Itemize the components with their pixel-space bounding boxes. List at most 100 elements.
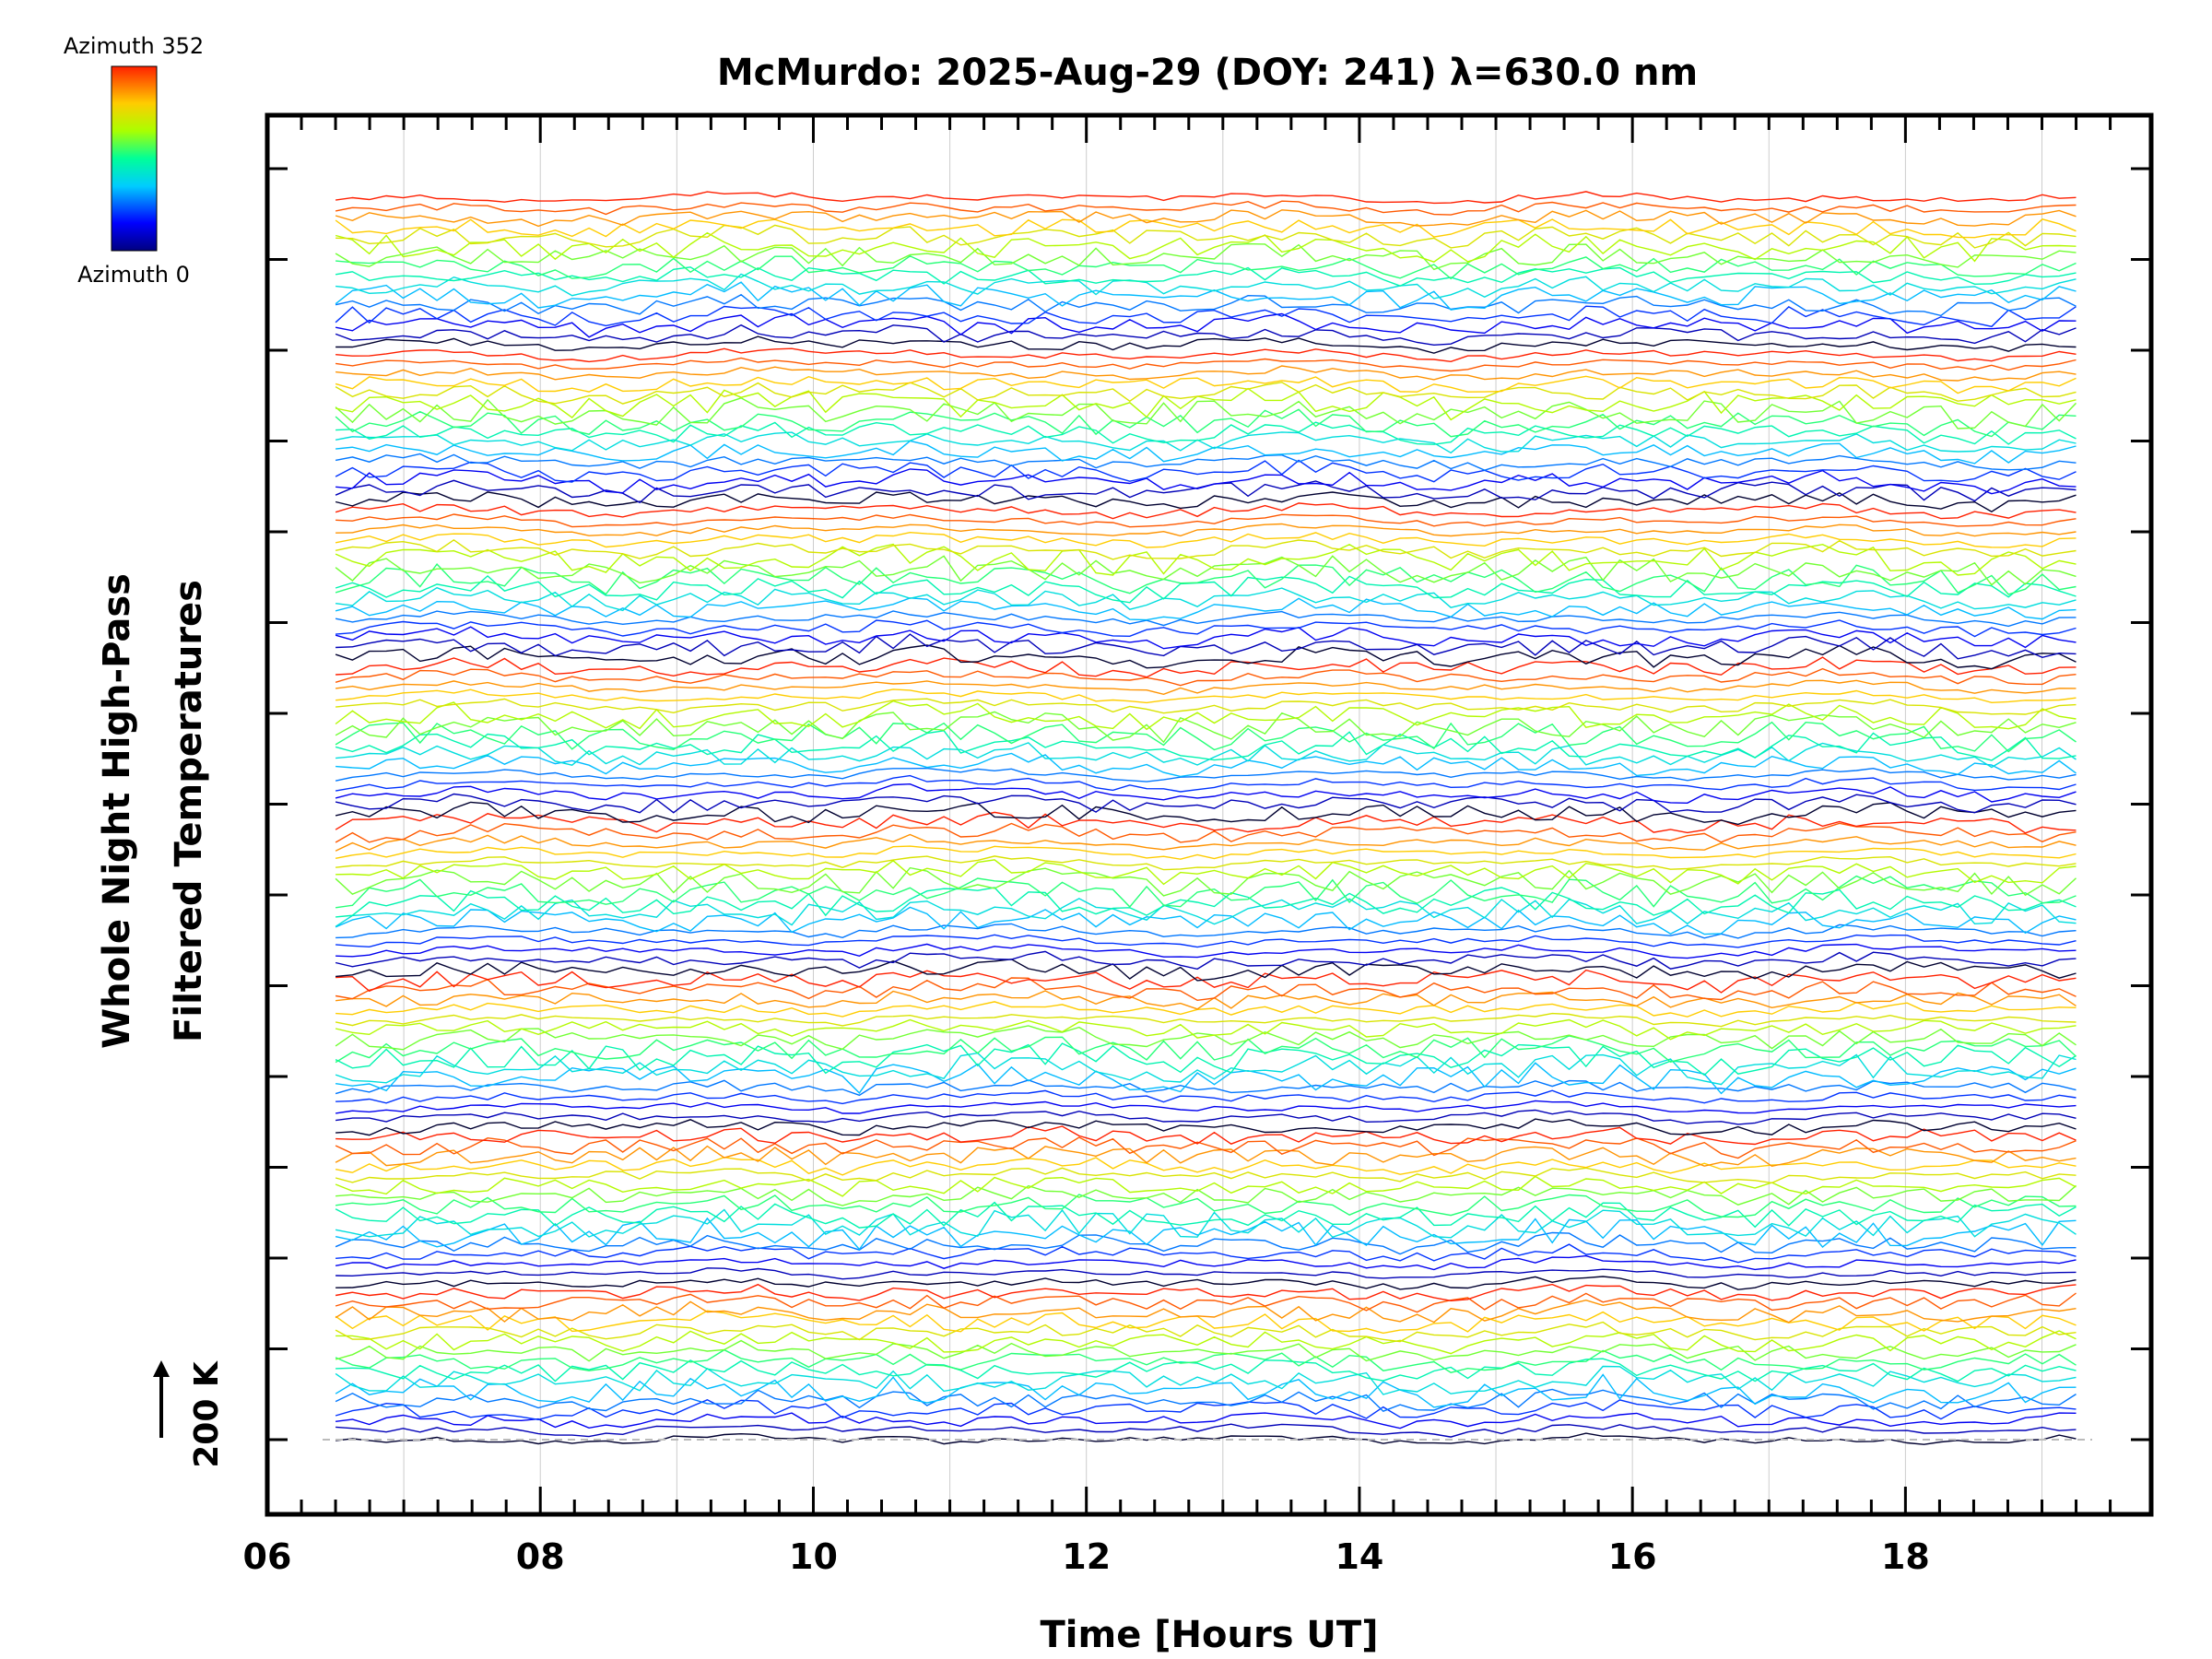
trace-line: [335, 1365, 2077, 1395]
trace-line: [335, 1432, 2077, 1445]
trace-line: [335, 667, 2077, 687]
trace-line: [335, 1184, 2077, 1206]
trace-line: [335, 1412, 2077, 1430]
trace-line: [335, 801, 2077, 826]
trace-line: [335, 1388, 2077, 1413]
scale-bar-arrow-head: [153, 1360, 170, 1377]
trace-line: [335, 347, 2077, 363]
trace-line: [335, 1310, 2077, 1335]
trace-line: [335, 375, 2077, 394]
trace-line: [335, 242, 2077, 271]
trace-line: [335, 1125, 2077, 1146]
trace-line: [335, 305, 2077, 328]
trace-line: [335, 711, 2077, 744]
trace-line: [335, 453, 2077, 471]
x-tick-label: 18: [1881, 1536, 1930, 1577]
trace-line: [335, 875, 2077, 909]
x-tick-label: 14: [1335, 1536, 1383, 1577]
trace-line: [335, 1299, 2077, 1324]
trace-line: [335, 969, 2077, 994]
x-tick-labels: 06 08 10 12 14 16 18: [243, 1536, 1930, 1577]
trace-line: [335, 923, 2077, 939]
trace-line: [335, 231, 2077, 263]
trace-line: [335, 1330, 2077, 1355]
trace-line: [335, 431, 2077, 454]
trace-line: [335, 191, 2077, 205]
trace-line: [335, 421, 2077, 445]
trace-line: [335, 990, 2077, 1010]
trace-line: [335, 950, 2077, 971]
trace-line: [335, 1358, 2077, 1382]
trace-line: [335, 1267, 2077, 1280]
trace-line: [335, 408, 2077, 438]
trace-line: [335, 619, 2077, 638]
trace-line: [335, 574, 2077, 604]
axis-ticks: [265, 115, 2151, 1514]
trace-line: [335, 597, 2077, 621]
trace-line: [335, 1423, 2077, 1438]
trace-line: [335, 523, 2077, 537]
trace-line: [335, 1136, 2077, 1159]
trace-line: [335, 887, 2077, 918]
chart-title: McMurdo: 2025-Aug-29 (DOY: 241) λ=630.0 …: [717, 52, 1698, 94]
trace-line: [335, 977, 2077, 1002]
trace-line: [335, 633, 2077, 660]
trace-line: [335, 1025, 2077, 1051]
trace-line: [335, 1208, 2077, 1239]
trace-line: [335, 1089, 2077, 1105]
trace-line: [335, 513, 2077, 528]
colorbar-bottom-label: Azimuth 0: [77, 262, 190, 288]
trace-line: [335, 357, 2077, 372]
trace-line: [335, 700, 2077, 731]
trace-line: [335, 1167, 2077, 1184]
trace-line: [335, 382, 2077, 405]
trace-line: [335, 502, 2077, 520]
trace-line: [335, 1035, 2077, 1064]
colorbar: [111, 65, 158, 252]
trace-line: [335, 943, 2077, 959]
trace-line: [335, 459, 2077, 483]
trace-line: [335, 397, 2077, 429]
vertical-gridlines: [403, 115, 2043, 1514]
trace-line: [335, 1042, 2077, 1077]
trace-line: [335, 479, 2077, 504]
trace-line: [335, 1283, 2077, 1302]
x-tick-label: 12: [1062, 1536, 1111, 1577]
trace-line: [335, 1373, 2077, 1408]
trace-line: [335, 224, 2077, 249]
trace-line: [335, 866, 2077, 897]
scale-bar-label: 200 K: [188, 1360, 226, 1468]
x-tick-label: 08: [516, 1536, 565, 1577]
trace-line: [335, 1118, 2077, 1136]
x-tick-label: 06: [243, 1536, 292, 1577]
trace-line: [335, 626, 2077, 650]
trace-line: [335, 1321, 2077, 1343]
trace-line: [335, 679, 2077, 696]
trace-line: [335, 656, 2077, 678]
trace-line: [335, 688, 2077, 704]
trace-line: [335, 1231, 2077, 1255]
temperature-traces: [335, 191, 2077, 1445]
trace-line: [335, 1018, 2077, 1041]
trace-line: [335, 752, 2077, 778]
colorbar-top-label: Azimuth 352: [64, 33, 204, 59]
trace-line: [335, 293, 2077, 317]
trace-line: [335, 859, 2077, 886]
y-axis-label-line2: Filtered Temperatures: [168, 580, 210, 1042]
trace-line: [335, 793, 2077, 814]
trace-line: [335, 855, 2077, 871]
x-tick-label: 16: [1608, 1536, 1657, 1577]
trace-line: [335, 1062, 2077, 1095]
trace-line: [335, 266, 2077, 287]
trace-line: [335, 1292, 2077, 1313]
trace-line: [335, 1052, 2077, 1086]
trace-line: [335, 254, 2077, 280]
trace-line: [335, 1348, 2077, 1373]
trace-line: [335, 742, 2077, 769]
trace-line: [335, 491, 2077, 513]
trace-line: [335, 1194, 2077, 1218]
trace-line: [335, 721, 2077, 753]
trace-line: [335, 1175, 2077, 1197]
trace-line: [335, 644, 2077, 670]
x-tick-label: 10: [789, 1536, 838, 1577]
